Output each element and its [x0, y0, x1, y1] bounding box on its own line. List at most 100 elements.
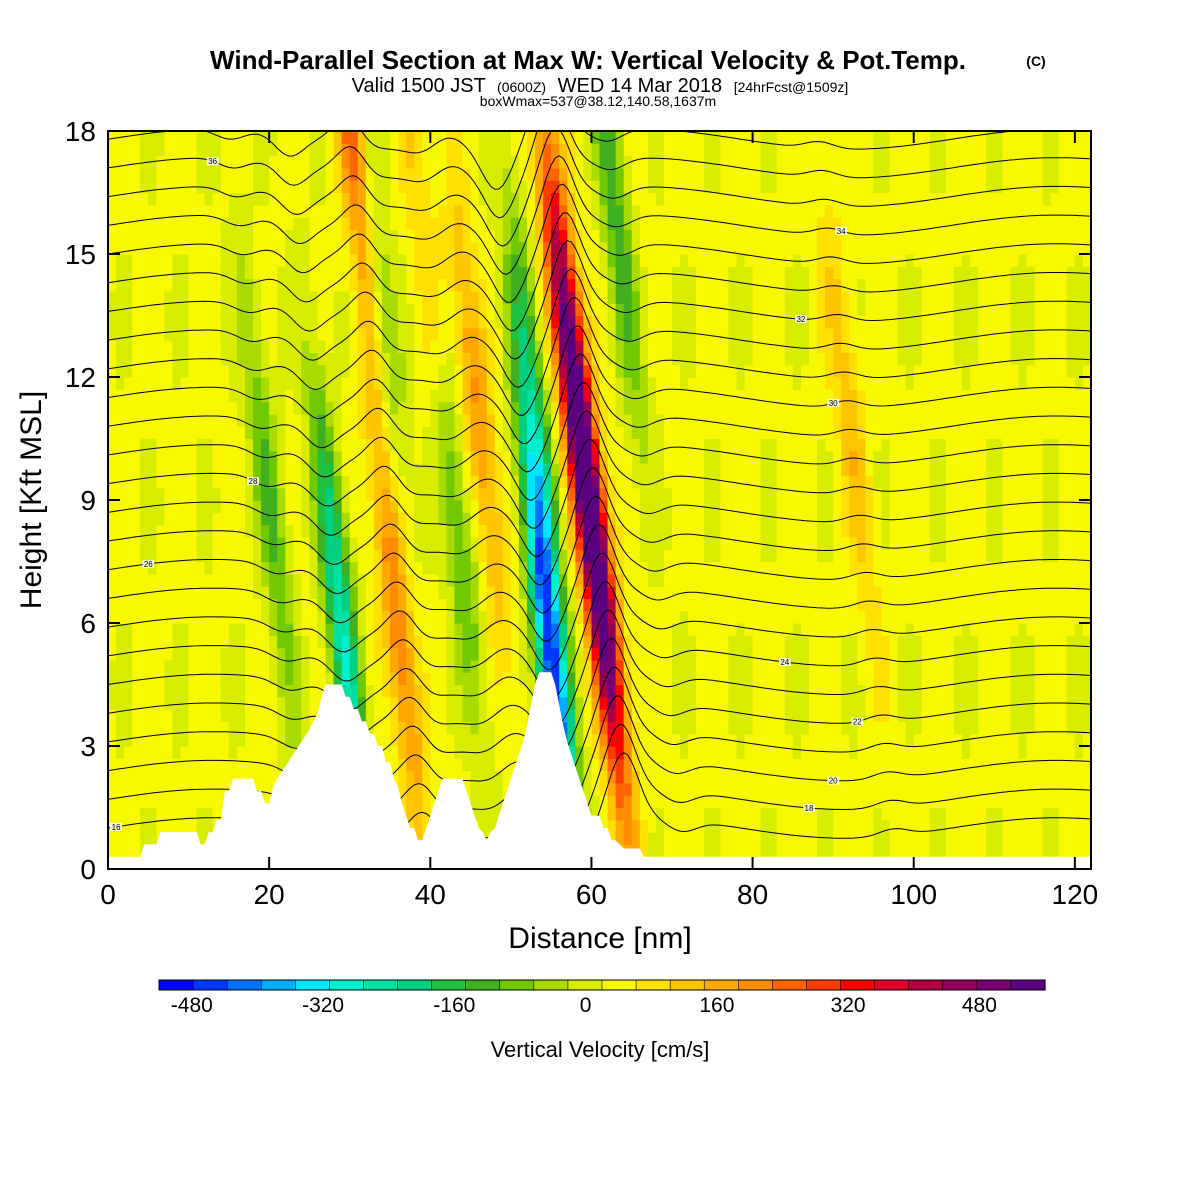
w-cell [333, 610, 343, 624]
w-cell [164, 426, 174, 440]
w-cell [381, 573, 391, 587]
w-cell [680, 512, 689, 526]
w-cell [365, 721, 375, 735]
w-cell [244, 721, 254, 735]
w-cell [398, 733, 407, 747]
w-cell [631, 327, 641, 341]
w-cell [720, 290, 730, 304]
w-cell [220, 659, 230, 673]
w-cell [188, 758, 198, 772]
w-cell [422, 475, 431, 489]
w-cell [108, 475, 117, 489]
w-cell [655, 721, 665, 735]
w-cell [752, 598, 762, 612]
w-cell [180, 561, 190, 575]
w-cell [301, 303, 311, 317]
w-cell [430, 167, 439, 181]
w-cell [486, 192, 496, 206]
w-cell [510, 143, 520, 157]
w-cell [526, 303, 536, 317]
w-cell [124, 512, 133, 526]
w-cell [526, 635, 536, 649]
w-cell [526, 463, 536, 476]
w-cell [438, 131, 448, 144]
w-cell [269, 561, 278, 575]
w-cell [510, 217, 520, 230]
w-cell [390, 746, 399, 759]
w-cell [293, 536, 302, 550]
w-cell [365, 475, 375, 489]
w-cell [728, 549, 738, 563]
w-cell [373, 413, 383, 427]
w-cell [712, 143, 721, 157]
w-cell [623, 782, 633, 796]
w-cell [744, 672, 754, 686]
w-cell [406, 524, 415, 538]
w-cell [132, 512, 141, 526]
w-cell [317, 155, 327, 169]
w-cell [277, 450, 286, 464]
w-cell [760, 204, 770, 218]
w-cell [236, 192, 246, 206]
w-cell [736, 832, 746, 845]
w-cell [438, 672, 448, 686]
w-cell [454, 524, 464, 538]
w-cell [446, 696, 456, 710]
w-cell [631, 254, 641, 267]
w-cell [470, 795, 480, 809]
w-cell [462, 352, 472, 366]
w-cell [535, 561, 544, 575]
w-cell [108, 561, 117, 575]
w-cell [486, 561, 496, 575]
w-cell [607, 598, 617, 612]
w-cell [277, 659, 286, 673]
w-cell [631, 463, 641, 476]
w-cell [116, 340, 125, 353]
w-cell [333, 315, 343, 329]
w-cell [470, 782, 480, 796]
w-cell [341, 524, 351, 538]
w-cell [325, 500, 335, 513]
w-cell [543, 401, 552, 415]
w-cell [277, 352, 286, 366]
w-cell [704, 623, 713, 636]
w-cell [623, 832, 633, 845]
w-cell [736, 647, 746, 661]
w-cell [390, 180, 399, 194]
w-cell [599, 143, 609, 157]
w-cell [559, 401, 568, 415]
w-cell [438, 180, 448, 194]
w-cell [720, 536, 730, 550]
w-cell [736, 684, 746, 698]
w-cell [406, 192, 415, 206]
w-cell [204, 389, 214, 403]
w-cell [116, 204, 125, 218]
w-cell [228, 131, 238, 144]
w-cell [462, 549, 472, 563]
w-cell [615, 167, 625, 181]
w-cell [116, 623, 125, 636]
w-cell [406, 438, 415, 452]
w-cell [647, 340, 657, 353]
w-cell [704, 647, 713, 661]
w-cell [446, 180, 456, 194]
w-cell [357, 635, 367, 649]
w-cell [301, 180, 311, 194]
w-cell [438, 143, 448, 157]
w-cell [639, 610, 649, 624]
w-cell [575, 450, 584, 464]
w-cell [414, 254, 423, 267]
w-cell [430, 290, 439, 304]
w-cell [349, 635, 359, 649]
w-cell [244, 143, 254, 157]
w-cell [518, 290, 528, 304]
w-cell [357, 266, 367, 280]
w-cell [696, 795, 705, 809]
w-cell [293, 204, 302, 218]
w-cell [551, 635, 560, 649]
w-cell [220, 709, 230, 722]
w-cell [615, 832, 625, 845]
w-cell [631, 143, 641, 157]
w-cell [333, 586, 343, 599]
w-cell [325, 192, 335, 206]
